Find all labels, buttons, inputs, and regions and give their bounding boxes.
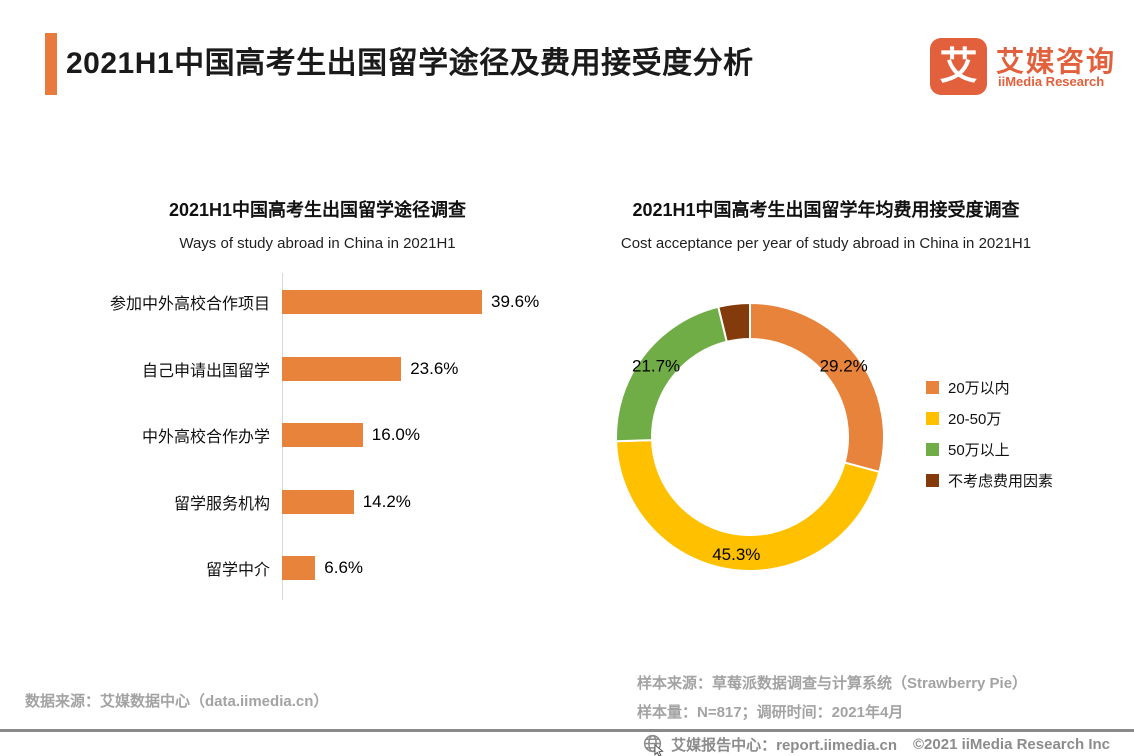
donut-chart-subtitle: Cost acceptance per year of study abroad… (620, 235, 1032, 252)
donut-legend: 20万以内 20-50万 50万以上不考虑费用因素 (926, 378, 1053, 502)
legend-swatch (926, 443, 939, 456)
legend-swatch (926, 412, 939, 425)
legend-label: 不考虑费用因素 (948, 473, 1054, 490)
donut-slice-label: 29.2% (820, 356, 868, 375)
bar-chart-rows: 参加中外高校合作项目 39.6% 自己申请出国留学 23.6% 中外高校合作办学 16.0… (20, 290, 600, 600)
legend-item: 20-50万 (926, 409, 1053, 428)
legend-label: 20-50万 (948, 411, 1002, 428)
bar-row: 留学服务机构 14.2% (20, 489, 600, 514)
title-accent-bar (45, 33, 57, 95)
logo-glyph: 艾 (939, 45, 978, 88)
bar (282, 423, 363, 447)
sample-source-line: 样本来源：草莓派数据调查与计算系统（Strawberry Pie） (637, 675, 1028, 692)
sample-size-line: 样本量：N=817；调研时间：2021年4月 (637, 704, 904, 721)
bar (282, 489, 354, 514)
bar (282, 356, 402, 381)
bar-value-label: 16.0% (371, 425, 420, 444)
bar-category-label: 留学服务机构 (173, 495, 270, 513)
bar-value-label: 14.2% (362, 491, 411, 511)
legend-item: 20万以内 (926, 378, 1053, 397)
bar-value-label: 23.6% (410, 358, 459, 378)
bar-row: 中外高校合作办学 16.0% (20, 423, 600, 447)
report-center-link[interactable]: 艾媒报告中心：report.iimedia.cn (671, 736, 897, 754)
footer-bar: 艾媒报告中心：report.iimedia.cn ©2021 iiMedia R… (0, 732, 1134, 756)
bar-category-label: 中外高校合作办学 (141, 429, 270, 446)
bar (282, 290, 482, 314)
bar-category-label: 参加中外高校合作项目 (109, 296, 270, 313)
sample-note: 样本来源：草莓派数据调查与计算系统（Strawberry Pie） 样本量：N=… (637, 669, 1027, 727)
donut-svg: 29.2% 45.3% 21.7% (615, 301, 885, 572)
bar-row: 参加中外高校合作项目 39.6% (20, 290, 600, 314)
globe-cursor-icon (644, 734, 664, 756)
logo-name-cn: 艾媒咨询 (996, 46, 1117, 77)
bar-track: 16.0% (282, 423, 420, 447)
legend-label: 50万以上 (948, 442, 1010, 459)
iimedia-logo-icon: 艾 (930, 38, 987, 95)
legend-swatch (926, 381, 939, 394)
donut-chart-header: 2021H1中国高考生出国留学年均费用接受度调查 Cost acceptance… (588, 196, 1064, 252)
data-source-note: 数据来源：艾媒数据中心（data.iimedia.cn） (25, 693, 329, 710)
footer-divider (0, 729, 1134, 732)
bar-value-label: 39.6% (491, 292, 540, 311)
bar-chart-title: 2021H1中国高考生出国留学途径调查 (168, 200, 467, 220)
donut-chart: 29.2% 45.3% 21.7% (614, 301, 886, 573)
legend-item: 50万以上 (926, 440, 1053, 459)
legend-label: 20万以内 (948, 380, 1010, 397)
bar (282, 556, 316, 580)
bar-category-label: 留学中介 (205, 562, 270, 579)
page-title: 2021H1中国高考生出国留学途径及费用接受度分析 (66, 47, 754, 80)
legend-item: 不考虑费用因素 (926, 471, 1053, 490)
bar-track: 14.2% (282, 489, 411, 514)
bar-track: 23.6% (282, 356, 459, 381)
bar-category-label: 自己申请出国留学 (141, 362, 270, 380)
bar-track: 39.6% (282, 290, 539, 314)
donut-slice-label: 45.3% (712, 545, 760, 564)
bar-row: 留学中介 6.6% (20, 556, 600, 580)
donut-chart-title: 2021H1中国高考生出国留学年均费用接受度调查 (632, 200, 1020, 220)
bar-row: 自己申请出国留学 23.6% (20, 356, 600, 381)
legend-swatch (926, 474, 939, 487)
copyright-text: ©2021 iiMedia Research Inc (913, 735, 1110, 753)
bar-chart-subtitle: Ways of study abroad in China in 2021H1 (179, 235, 456, 252)
donut-slice (717, 301, 751, 343)
bar-chart-header: 2021H1中国高考生出国留学途径调查 Ways of study abroad… (35, 196, 600, 252)
bar-track: 6.6% (282, 556, 363, 580)
donut-slice-label: 21.7% (632, 357, 680, 376)
logo-name-en: iiMedia Research (998, 74, 1105, 89)
donut-slice (615, 439, 881, 572)
donut-slice (749, 301, 885, 474)
bar-value-label: 6.6% (324, 558, 364, 577)
